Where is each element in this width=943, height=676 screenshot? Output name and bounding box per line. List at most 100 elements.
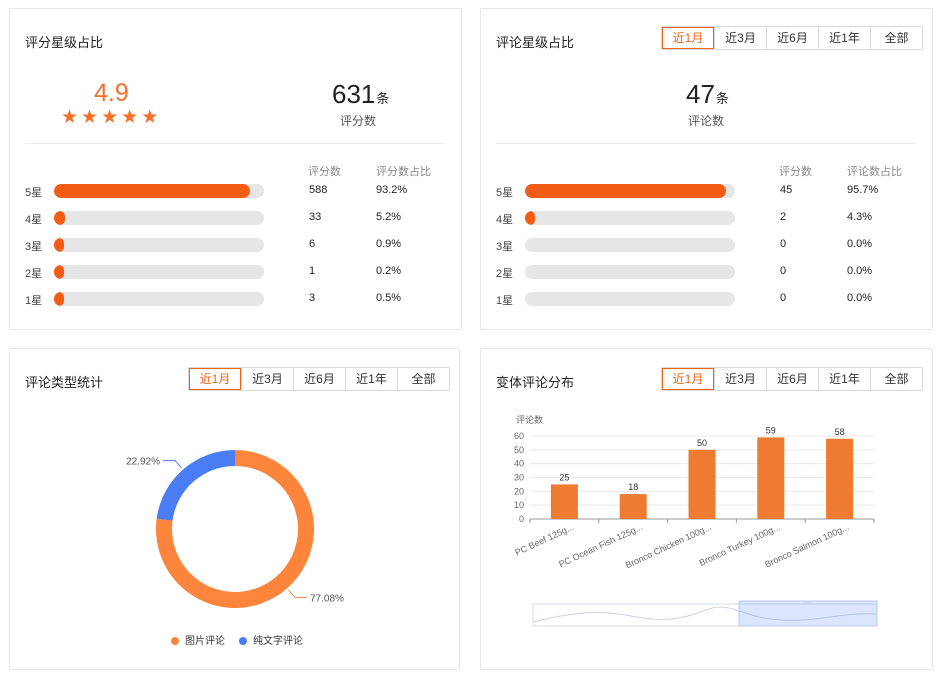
star-row-bar — [525, 184, 735, 198]
type-card-title: 评论类型统计 — [25, 375, 104, 390]
star-row-count: 0 — [780, 265, 787, 277]
rating-stars: ★ ★ ★ ★ ★ — [61, 107, 159, 128]
tab-4[interactable]: 全部 — [870, 27, 922, 49]
review-total-label: 评论数 — [688, 114, 725, 128]
star-row-pct: 0.5% — [376, 292, 402, 304]
y-tick-label: 20 — [514, 486, 524, 496]
bar-value-label: 58 — [835, 427, 845, 437]
y-tick-label: 50 — [514, 445, 524, 455]
col-head-count: 评分数 — [779, 166, 812, 178]
star-row-bar-fill — [54, 184, 250, 198]
star-row-pct: 0.0% — [847, 292, 873, 304]
tab-0[interactable]: 近1月 — [662, 368, 714, 390]
review-card-title: 评论星级占比 — [496, 35, 575, 50]
legend-label: 纯文字评论 — [253, 634, 303, 647]
star-row-bar — [54, 211, 264, 225]
star-row-bar — [525, 265, 735, 279]
donut-value-label: 77.08% — [310, 593, 344, 604]
star-row-label: 4星 — [496, 214, 514, 226]
tab-3[interactable]: 近1年 — [345, 368, 397, 390]
donut-slice — [156, 450, 235, 521]
star-row-label: 3星 — [496, 241, 514, 253]
y-tick-label: 60 — [514, 431, 524, 441]
star-icon: ★ — [61, 107, 79, 128]
zoom-window — [738, 600, 878, 627]
bar — [688, 449, 716, 519]
star-row-count: 0 — [780, 238, 787, 250]
donut-value-label: 22.92% — [126, 457, 160, 468]
star-row-count: 0 — [780, 292, 787, 304]
bar-value-label: 59 — [766, 425, 776, 435]
tab-3[interactable]: 近1年 — [818, 27, 870, 49]
tab-3[interactable]: 近1年 — [818, 368, 870, 390]
bar-value-label: 50 — [697, 438, 707, 448]
star-row-bar-fill — [525, 184, 726, 198]
star-row-pct: 95.7% — [847, 184, 879, 196]
tab-0[interactable]: 近1月 — [189, 368, 241, 390]
star-icon: ★ — [141, 107, 159, 128]
legend-dot — [171, 637, 179, 645]
rating-total-count: 631 — [332, 79, 376, 109]
tab-4[interactable]: 全部 — [397, 368, 449, 390]
x-tick-label: PC Beef 125g... — [513, 522, 575, 558]
star-row-label: 2星 — [25, 268, 43, 280]
star-row-pct: 0.0% — [847, 265, 873, 277]
col-head-pct: 评论数占比 — [847, 166, 902, 178]
bar — [550, 484, 578, 519]
review-total-unit: 条 — [715, 91, 729, 106]
zoom-preview-line — [533, 606, 877, 623]
star-row-bar — [54, 238, 264, 252]
star-row-bar-fill — [54, 292, 64, 306]
star-row-count: 6 — [309, 238, 316, 250]
donut-label-line — [162, 460, 182, 469]
rating-total-unit: 条 — [376, 91, 390, 106]
star-row-count: 588 — [309, 184, 328, 196]
star-row-label: 4星 — [25, 214, 43, 226]
tab-1[interactable]: 近3月 — [714, 27, 766, 49]
tab-4[interactable]: 全部 — [870, 368, 922, 390]
star-row-bar — [525, 238, 735, 252]
star-row-count: 1 — [309, 265, 316, 277]
rating-card: 评分星级占比 4.9 ★ ★ ★ ★ ★ 631条 评分数 评分数 评分数占比 … — [9, 8, 462, 330]
type-card: 评论类型统计 近1月 近3月 近6月 近1年 全部 77.08% 22.92% 图片评论 纯文… — [9, 348, 460, 670]
tab-2[interactable]: 近6月 — [293, 368, 345, 390]
col-head-pct: 评分数占比 — [376, 166, 431, 178]
bar-value-label: 25 — [559, 472, 569, 482]
star-row-bar-fill — [54, 211, 65, 225]
bar — [619, 494, 647, 519]
tab-2[interactable]: 近6月 — [766, 27, 818, 49]
star-icon: ★ — [81, 107, 99, 128]
tab-1[interactable]: 近3月 — [714, 368, 766, 390]
legend-label: 图片评论 — [185, 634, 225, 647]
star-icon: ★ — [101, 107, 119, 128]
star-row-label: 5星 — [25, 187, 43, 199]
star-row-bar-fill — [54, 265, 64, 279]
type-tabs: 近1月 近3月 近6月 近1年 全部 — [188, 367, 450, 391]
tab-1[interactable]: 近3月 — [241, 368, 293, 390]
star-row-pct: 93.2% — [376, 184, 408, 196]
y-tick-label: 0 — [519, 514, 524, 524]
star-row-bar-fill — [54, 238, 64, 252]
star-row-bar — [54, 292, 264, 306]
star-row-pct: 0.2% — [376, 265, 402, 277]
star-row-bar — [525, 211, 735, 225]
variant-card: 变体评论分布 近1月 近3月 近6月 近1年 全部 评论数 0 10 20 30 40 50 60 25… — [480, 348, 933, 670]
tab-0[interactable]: 近1月 — [662, 27, 714, 49]
star-row-count: 33 — [309, 211, 322, 223]
variant-tabs: 近1月 近3月 近6月 近1年 全部 — [661, 367, 923, 391]
star-row-label: 2星 — [496, 268, 514, 280]
divider — [496, 143, 916, 144]
review-total-count: 47 — [686, 79, 715, 109]
star-row-pct: 5.2% — [376, 211, 402, 223]
tab-2[interactable]: 近6月 — [766, 368, 818, 390]
star-row-label: 3星 — [25, 241, 43, 253]
y-tick-label: 10 — [514, 500, 524, 510]
star-row-label: 1星 — [25, 295, 43, 307]
rating-total: 631条 — [332, 79, 389, 110]
star-row-pct: 4.3% — [847, 211, 873, 223]
star-row-bar — [54, 265, 264, 279]
divider — [25, 143, 445, 144]
bar — [757, 437, 785, 519]
star-row-bar — [54, 184, 264, 198]
rating-total-label: 评分数 — [340, 114, 377, 128]
